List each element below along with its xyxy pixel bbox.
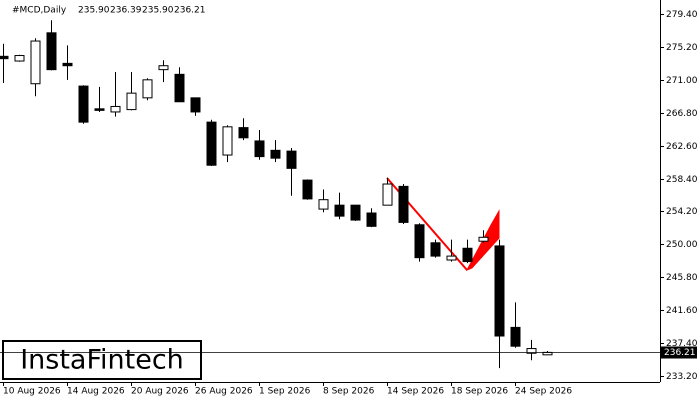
header-close: 236.21 [174, 6, 206, 16]
candle-body [142, 79, 153, 99]
y-tick-label: 233.20 [666, 372, 698, 382]
candle-body [126, 92, 137, 111]
x-tick-label: 26 Aug 2026 [195, 387, 253, 397]
last-price-box [661, 346, 697, 359]
candle-body [510, 326, 521, 347]
y-tick-label: 279.40 [666, 10, 698, 20]
candle-body [318, 199, 329, 210]
candle-body [14, 55, 25, 62]
header-open: 235.90 [78, 6, 110, 16]
candle-body [414, 224, 425, 259]
candle-body [30, 40, 41, 85]
candle-body [526, 348, 537, 354]
candle-body [94, 108, 105, 111]
y-tick-label: 262.60 [666, 142, 698, 152]
candle-body [206, 121, 217, 166]
candle-body [238, 127, 249, 139]
y-tick-label: 254.20 [666, 207, 698, 217]
candle-body [270, 149, 281, 159]
header-high: 236.39 [110, 6, 142, 16]
y-tick-label: 237.40 [666, 339, 698, 349]
candle-body [286, 150, 297, 169]
header-low: 235.90 [142, 6, 174, 16]
candle-body [398, 185, 409, 223]
candle-body [62, 62, 73, 67]
candle-body [78, 85, 89, 123]
candle-body [366, 212, 377, 227]
y-tick-label: 245.80 [666, 273, 698, 283]
candle-body [430, 242, 441, 257]
y-tick-label: 266.80 [666, 109, 698, 119]
x-tick-label: 14 Aug 2026 [67, 387, 125, 397]
x-tick-label: 14 Sep 2026 [387, 387, 444, 397]
x-tick-label: 10 Aug 2026 [3, 387, 61, 397]
header-symbol: #MCD,Daily [12, 6, 67, 16]
candle-body [174, 73, 185, 103]
candle-body [334, 204, 345, 217]
y-tick-label: 258.40 [666, 175, 698, 185]
y-tick-label: 271.00 [666, 76, 698, 86]
candle-body [46, 32, 57, 71]
x-tick-label: 8 Sep 2026 [323, 387, 375, 397]
candle-body [190, 97, 201, 113]
candle-body [0, 55, 9, 60]
candle-body [382, 183, 393, 206]
x-tick-label: 18 Sep 2026 [451, 387, 508, 397]
candle-body [350, 204, 361, 221]
candle-body [302, 179, 313, 200]
y-tick-label: 241.60 [666, 306, 698, 316]
y-tick-label: 275.20 [666, 43, 698, 53]
watermark: InstaFintech [2, 340, 202, 380]
candle-body [494, 245, 505, 337]
candle-body [222, 126, 233, 156]
x-tick-label: 20 Aug 2026 [131, 387, 189, 397]
candle-body [158, 65, 169, 71]
x-tick-label: 24 Sep 2026 [515, 387, 572, 397]
y-tick-label: 250.00 [666, 240, 698, 250]
watermark-text: InstaFintech [20, 345, 184, 376]
candle-body [462, 247, 473, 263]
candle-body [446, 255, 457, 261]
x-tick-label: 1 Sep 2026 [259, 387, 311, 397]
candle-body [110, 105, 121, 113]
candle-body [478, 236, 489, 242]
candle-body [254, 140, 265, 158]
last-price-label: 236.21 [664, 348, 696, 358]
